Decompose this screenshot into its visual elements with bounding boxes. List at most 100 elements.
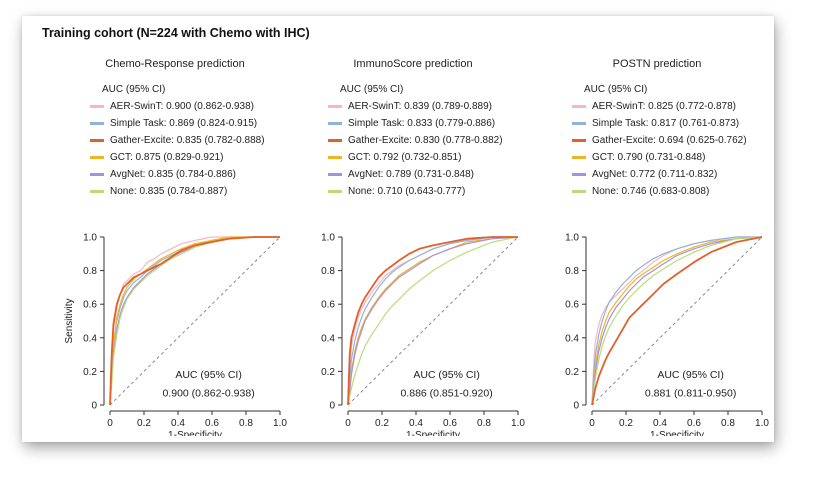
diagonal-reference-line [109, 236, 281, 406]
y-tick-label: 0 [91, 401, 97, 412]
roc-curve-avgnet [591, 236, 763, 406]
legend-swatch [572, 139, 586, 142]
x-tick-label: 0.2 [619, 418, 633, 429]
y-tick-label: 0.2 [83, 367, 97, 378]
legend-item: AER-SwinT: 0.825 (0.772-0.878) [572, 98, 747, 115]
panel-title: ImmunoScore prediction [353, 58, 473, 70]
legend-label: AvgNet: 0.835 (0.784-0.886) [110, 169, 237, 180]
roc-curve-none [347, 236, 519, 406]
y-tick-label: 0.4 [83, 333, 97, 344]
legend-item: GCT: 0.790 (0.731-0.848) [572, 149, 747, 166]
x-tick-label: 1.0 [273, 418, 287, 429]
x-tick-label: 0.2 [137, 418, 151, 429]
legend: AUC (95% CI) AER-SwinT: 0.839 (0.789-0.8… [328, 82, 503, 200]
legend-swatch [328, 156, 342, 159]
x-tick-label: 0.6 [205, 418, 219, 429]
x-tick-label: 0.8 [477, 418, 491, 429]
y-tick-label: 0.6 [83, 300, 97, 311]
legend-rows: AER-SwinT: 0.900 (0.862-0.938) Simple Tas… [90, 98, 265, 200]
panel-postn: POSTN prediction AUC (95% CI) AER-SwinT:… [532, 16, 782, 442]
legend-swatch [572, 122, 586, 125]
legend-item: Simple Task: 0.817 (0.761-0.873) [572, 115, 747, 132]
roc-plot: 0 0.2 0.4 0.6 0.8 1.0 0 0.2 0.4 0.6 0.8 1.0 1-Specif… [64, 233, 287, 437]
roc-curve-gather-excite [591, 236, 763, 406]
legend: AUC (95% CI) AER-SwinT: 0.825 (0.772-0.8… [572, 82, 747, 200]
y-tick-label: 0 [329, 401, 335, 412]
figure-frame: Training cohort (N=224 with Chemo with I… [22, 16, 774, 442]
legend-item: AvgNet: 0.789 (0.731-0.848) [328, 166, 503, 183]
x-tick-label: 0 [345, 418, 351, 429]
legend-swatch [90, 173, 104, 176]
y-tick-label: 0.8 [321, 266, 335, 277]
legend-label: GCT: 0.790 (0.731-0.848) [592, 152, 706, 163]
roc-curve-simple-task [347, 236, 518, 406]
y-tick-label: 0.8 [565, 266, 579, 277]
legend-item: None: 0.710 (0.643-0.777) [328, 183, 503, 200]
x-tick-label: 1.0 [511, 418, 525, 429]
x-tick-label: 0.4 [653, 418, 667, 429]
x-axis-label: 1-Specificity [650, 430, 704, 436]
legend-item: Simple Task: 0.833 (0.779-0.886) [328, 115, 503, 132]
legend-swatch [328, 190, 342, 193]
legend-swatch [90, 139, 104, 142]
roc-curve-gather-excite [109, 236, 280, 406]
x-axis-label: 1-Specificity [168, 430, 222, 436]
y-tick-label: 0.8 [83, 266, 97, 277]
x-tick-label: 0.4 [171, 418, 185, 429]
y-tick-label: 1.0 [321, 233, 335, 244]
x-tick-label: 0.8 [721, 418, 735, 429]
legend-swatch [572, 105, 586, 108]
legend-title: AUC (95% CI) [340, 84, 404, 95]
legend-item: Gather-Excite: 0.830 (0.778-0.882) [328, 132, 503, 149]
x-tick-label: 0 [589, 418, 595, 429]
x-tick-label: 0 [107, 418, 113, 429]
legend-item: Gather-Excite: 0.694 (0.625-0.762) [572, 132, 747, 149]
legend-title: AUC (95% CI) [584, 84, 648, 95]
roc-curve-gct [591, 236, 763, 406]
legend-swatch [328, 122, 342, 125]
legend-item: GCT: 0.792 (0.732-0.851) [328, 149, 503, 166]
inset-auc-label: AUC (95% CI) [657, 369, 724, 381]
y-tick-label: 1.0 [565, 233, 579, 244]
legend-label: GCT: 0.792 (0.732-0.851) [348, 152, 462, 163]
legend-swatch [90, 156, 104, 159]
legend-item: Gather-Excite: 0.835 (0.782-0.888) [90, 132, 265, 149]
legend-label: AER-SwinT: 0.900 (0.862-0.938) [110, 101, 254, 112]
y-tick-label: 0 [573, 401, 579, 412]
panel-title: Chemo-Response prediction [105, 58, 245, 70]
roc-plot: 0 0.2 0.4 0.6 0.8 1.0 0 0.2 0.4 0.6 0.8 1.0 1-Specif… [565, 233, 769, 437]
legend-label: Gather-Excite: 0.835 (0.782-0.888) [110, 135, 265, 146]
legend-item: AvgNet: 0.772 (0.711-0.832) [572, 166, 747, 183]
legend-label: AvgNet: 0.772 (0.711-0.832) [592, 169, 718, 180]
legend-item: None: 0.835 (0.784-0.887) [90, 183, 265, 200]
legend-swatch [328, 139, 342, 142]
legend-label: GCT: 0.875 (0.829-0.921) [110, 152, 224, 163]
legend-item: None: 0.746 (0.683-0.808) [572, 183, 747, 200]
figure-title: Training cohort (N=224 with Chemo with I… [42, 26, 310, 40]
diagonal-reference-line [347, 236, 519, 406]
inset-auc-value: 0.900 (0.862-0.938) [162, 388, 254, 400]
inset-auc-value: 0.881 (0.811-0.950) [645, 388, 736, 400]
y-tick-label: 0.4 [321, 333, 335, 344]
legend-label: Simple Task: 0.817 (0.761-0.873) [592, 118, 740, 129]
legend-label: AER-SwinT: 0.839 (0.789-0.889) [348, 101, 492, 112]
roc-curve-gather-excite [347, 236, 518, 406]
legend-label: None: 0.835 (0.784-0.887) [110, 186, 228, 197]
y-tick-label: 0.6 [321, 300, 335, 311]
y-tick-label: 0.6 [565, 300, 579, 311]
roc-curve-avgnet [347, 236, 519, 406]
legend-label: AER-SwinT: 0.825 (0.772-0.878) [592, 101, 736, 112]
panel-immunoscore: ImmunoScore prediction AUC (95% CI) AER-… [288, 16, 538, 442]
x-axis-label: 1-Specificity [406, 430, 460, 436]
y-tick-label: 1.0 [83, 233, 97, 244]
legend-swatch [572, 173, 586, 176]
x-tick-label: 0.6 [443, 418, 457, 429]
x-tick-label: 0.4 [409, 418, 423, 429]
legend-label: Simple Task: 0.833 (0.779-0.886) [348, 118, 496, 129]
roc-curve-gct [109, 236, 280, 406]
legend-item: AvgNet: 0.835 (0.784-0.886) [90, 166, 265, 183]
x-tick-label: 0.8 [239, 418, 253, 429]
inset-auc-value: 0.886 (0.851-0.920) [400, 388, 492, 400]
legend-label: AvgNet: 0.789 (0.731-0.848) [348, 169, 475, 180]
y-axis-label: Sensitivity [64, 298, 75, 343]
